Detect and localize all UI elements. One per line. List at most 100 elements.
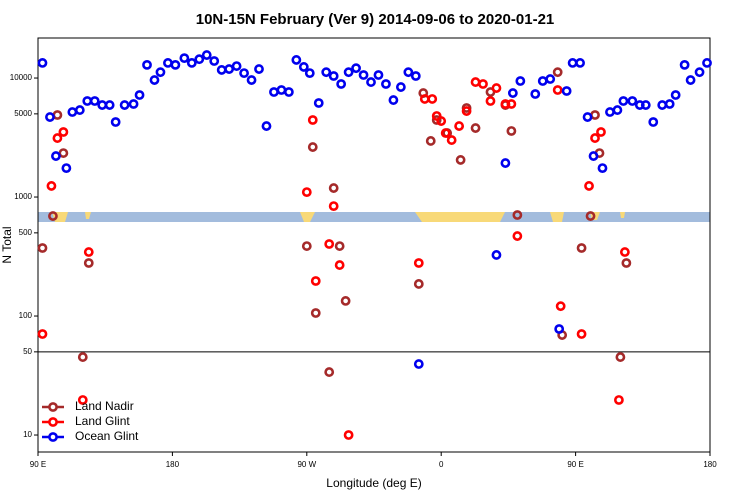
point — [582, 112, 593, 122]
legend-marker — [48, 432, 58, 442]
point — [596, 127, 606, 137]
point — [588, 151, 599, 161]
point — [431, 115, 442, 125]
y-tick-label: 1000 — [14, 192, 32, 201]
legend-label: Land Glint — [75, 414, 130, 428]
point — [446, 135, 457, 145]
point — [149, 75, 160, 85]
point — [358, 70, 369, 80]
point — [179, 53, 190, 64]
point — [679, 59, 690, 70]
point — [155, 67, 166, 78]
point — [261, 121, 272, 131]
legend-marker — [48, 417, 58, 427]
point — [128, 99, 139, 109]
point — [58, 127, 69, 137]
x-tick-label: 180 — [703, 460, 717, 469]
point — [664, 99, 675, 109]
point — [512, 210, 523, 220]
point — [461, 106, 472, 116]
point — [576, 329, 587, 339]
point — [436, 116, 447, 126]
point — [410, 71, 421, 81]
point — [545, 74, 556, 84]
y-tick-label: 100 — [19, 311, 33, 320]
y-tick-label: 10 — [23, 430, 32, 439]
legend-label: Ocean Glint — [75, 429, 139, 443]
point — [702, 58, 712, 68]
point — [515, 76, 526, 86]
point — [37, 329, 48, 339]
legend-marker — [48, 402, 58, 412]
point — [321, 67, 332, 78]
point — [301, 241, 312, 251]
x-tick-label: 90 W — [297, 460, 316, 469]
point — [52, 133, 63, 143]
point — [485, 96, 496, 106]
point — [313, 98, 324, 108]
y-tick-label: 500 — [19, 228, 33, 237]
point — [110, 117, 121, 127]
point — [615, 352, 626, 362]
point — [37, 243, 48, 253]
point — [506, 126, 517, 136]
point — [283, 87, 294, 97]
point — [254, 64, 264, 74]
point — [77, 395, 88, 405]
point — [298, 62, 309, 72]
point — [491, 83, 502, 93]
map-strip — [38, 212, 710, 222]
point — [324, 239, 335, 249]
chart-title: 10N-15N February (Ver 9) 2014-09-06 to 2… — [196, 11, 555, 28]
point — [77, 352, 88, 362]
point — [670, 90, 681, 100]
point — [104, 100, 115, 110]
point — [328, 71, 339, 81]
point — [310, 276, 321, 286]
point — [555, 301, 566, 312]
point — [552, 85, 563, 95]
y-tick-label: 5000 — [14, 109, 32, 118]
point — [413, 359, 424, 369]
point — [478, 79, 488, 89]
point — [552, 67, 563, 78]
point — [246, 75, 257, 85]
point — [470, 123, 481, 133]
point — [427, 94, 438, 104]
point — [334, 241, 345, 251]
point — [119, 100, 130, 110]
point — [328, 183, 339, 193]
point — [576, 243, 587, 253]
point — [403, 67, 414, 78]
point — [395, 82, 406, 92]
point — [388, 95, 399, 105]
point — [340, 296, 351, 306]
point — [618, 96, 629, 106]
point — [170, 59, 181, 70]
y-axis-label: N Total — [0, 226, 14, 263]
y-tick-label: 10000 — [10, 73, 33, 82]
point — [83, 247, 94, 257]
point — [46, 181, 57, 191]
point — [413, 258, 424, 268]
point — [530, 89, 541, 99]
point — [440, 128, 451, 138]
point — [307, 142, 318, 152]
point — [209, 56, 220, 66]
point — [336, 79, 347, 89]
point — [454, 121, 465, 131]
point — [310, 308, 321, 318]
point — [585, 211, 596, 221]
point — [561, 86, 572, 96]
point — [413, 279, 424, 289]
point — [239, 68, 249, 79]
point — [45, 112, 55, 122]
point — [307, 115, 318, 125]
point — [83, 258, 94, 268]
x-axis-label: Longitude (deg E) — [326, 476, 421, 490]
point — [194, 54, 205, 65]
point — [134, 90, 145, 100]
plot-frame — [37, 37, 711, 453]
point — [614, 395, 624, 405]
